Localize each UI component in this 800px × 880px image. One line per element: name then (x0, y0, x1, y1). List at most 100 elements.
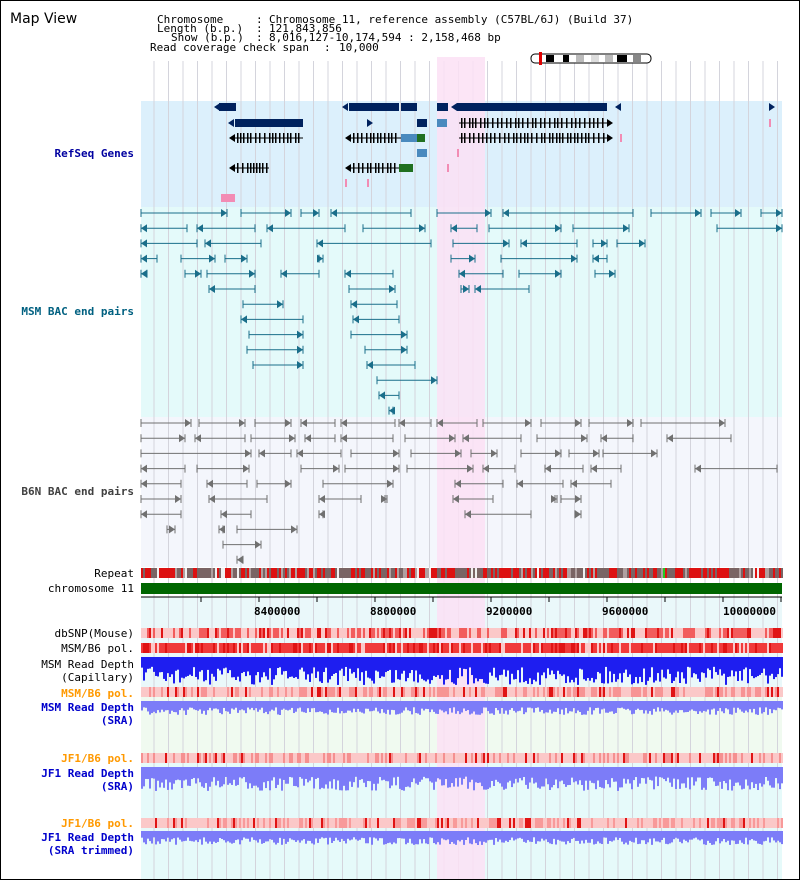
read-depth-bar (481, 831, 483, 845)
track-label-msm-bac[interactable]: MSM BAC end pairs (21, 305, 134, 318)
snp-density-cell (577, 818, 579, 828)
snp-density-cell (513, 753, 515, 763)
snp-density-cell (585, 628, 587, 638)
read-depth-bar (691, 831, 693, 840)
snp-density-cell (773, 628, 775, 638)
snp-density-cell (217, 687, 219, 697)
snp-density-cell (675, 818, 677, 828)
read-depth-bar (693, 657, 695, 674)
refseq-genes-track[interactable] (214, 103, 775, 202)
snp-density-cell (173, 818, 175, 828)
snp-density-cell (353, 628, 355, 638)
read-depth-bar (205, 767, 207, 784)
snp-density-cell (257, 753, 259, 763)
read-depth-bar (487, 767, 489, 790)
snp-density-cell (615, 753, 617, 763)
snp-density-cell (617, 753, 619, 763)
read-depth-bar (151, 657, 153, 667)
read-depth-bar (223, 701, 225, 708)
snp-density-cell (205, 643, 207, 653)
snp-density-cell (553, 628, 555, 638)
snp-density-cell (289, 818, 291, 828)
read-depth-bar (687, 767, 689, 778)
track-label-refseq[interactable]: RefSeq Genes (54, 147, 134, 160)
repeat-block (145, 568, 147, 578)
snp-density-cell (367, 753, 369, 763)
snp-density-cell (365, 643, 367, 653)
snp-density-cell (515, 687, 517, 697)
snp-density-cell (597, 687, 599, 697)
snp-density-cell (479, 628, 481, 638)
repeat-block (529, 568, 531, 578)
snp-density-cell (451, 818, 453, 828)
repeat-block (223, 568, 225, 578)
repeat-track[interactable] (141, 568, 783, 578)
read-depth-bar (259, 657, 261, 683)
read-depth-bar (243, 831, 245, 838)
read-depth-bar (285, 657, 287, 671)
repeat-block (239, 568, 241, 578)
snp-density-cell (303, 753, 305, 763)
snp-density-cell (751, 687, 753, 697)
b6n-bac-end-pairs-track[interactable] (140, 419, 778, 564)
snp-density-cell (157, 628, 159, 638)
read-depth-bar (405, 657, 407, 682)
snp-density-cell (701, 687, 703, 697)
read-depth-bar (555, 657, 557, 680)
snp-density-cell (455, 643, 457, 653)
repeat-block (317, 568, 319, 578)
snp-density-cell (725, 643, 727, 653)
read-depth-bar (507, 767, 509, 783)
snp-density-cell (309, 628, 311, 638)
read-depth-bar (217, 657, 219, 669)
snp-density-cell (521, 687, 523, 697)
read-depth-bar (445, 701, 447, 712)
chromosome-bar[interactable] (141, 583, 782, 602)
msm-bac-end-pairs-track[interactable] (140, 209, 783, 415)
snp-density-cell (465, 687, 467, 697)
read-depth-bar (507, 831, 509, 842)
read-depth-bar (735, 767, 737, 783)
header-length-value: 121,843,856 (269, 22, 342, 35)
read-depth-bar (263, 657, 265, 673)
read-depth-bar (557, 767, 559, 789)
snp-density-cell (145, 687, 147, 697)
repeat-block (701, 568, 703, 578)
snp-density-cell (321, 753, 323, 763)
read-depth-bar (699, 657, 701, 682)
snp-density-cell (563, 753, 565, 763)
snp-density-cell (385, 753, 387, 763)
snp-density-cell (421, 753, 423, 763)
read-depth-bar (485, 831, 487, 843)
snp-density-cell (327, 687, 329, 697)
end-arrow (393, 449, 399, 458)
snp-density-cell (433, 687, 435, 697)
snp-density-cell (225, 687, 227, 697)
snp-density-cell (483, 628, 485, 638)
exon (549, 118, 551, 128)
snp-density-cell (665, 643, 667, 653)
chromosome-ideogram[interactable] (530, 52, 652, 65)
track-label-b6n-bac[interactable]: B6N BAC end pairs (21, 485, 134, 498)
end-arrow (219, 525, 225, 534)
exon (585, 133, 587, 143)
snp-density-cell (245, 643, 247, 653)
snp-density-cell (409, 628, 411, 638)
repeat-block (457, 568, 459, 578)
repeat-block (397, 568, 399, 578)
repeat-block (653, 568, 655, 578)
repeat-block (583, 568, 585, 578)
snp-density-cell (533, 643, 535, 653)
read-depth-bar (295, 657, 297, 678)
snp-density-cell (641, 628, 643, 638)
read-depth-bar (373, 701, 375, 711)
repeat-block (337, 568, 339, 578)
read-depth-bar (521, 831, 523, 839)
exon (593, 118, 595, 128)
read-depth-bar (757, 657, 759, 677)
read-depth-bar (655, 831, 657, 842)
snp-density-cell (473, 643, 475, 653)
read-depth-bar (281, 831, 283, 845)
snp-density-cell (673, 643, 675, 653)
